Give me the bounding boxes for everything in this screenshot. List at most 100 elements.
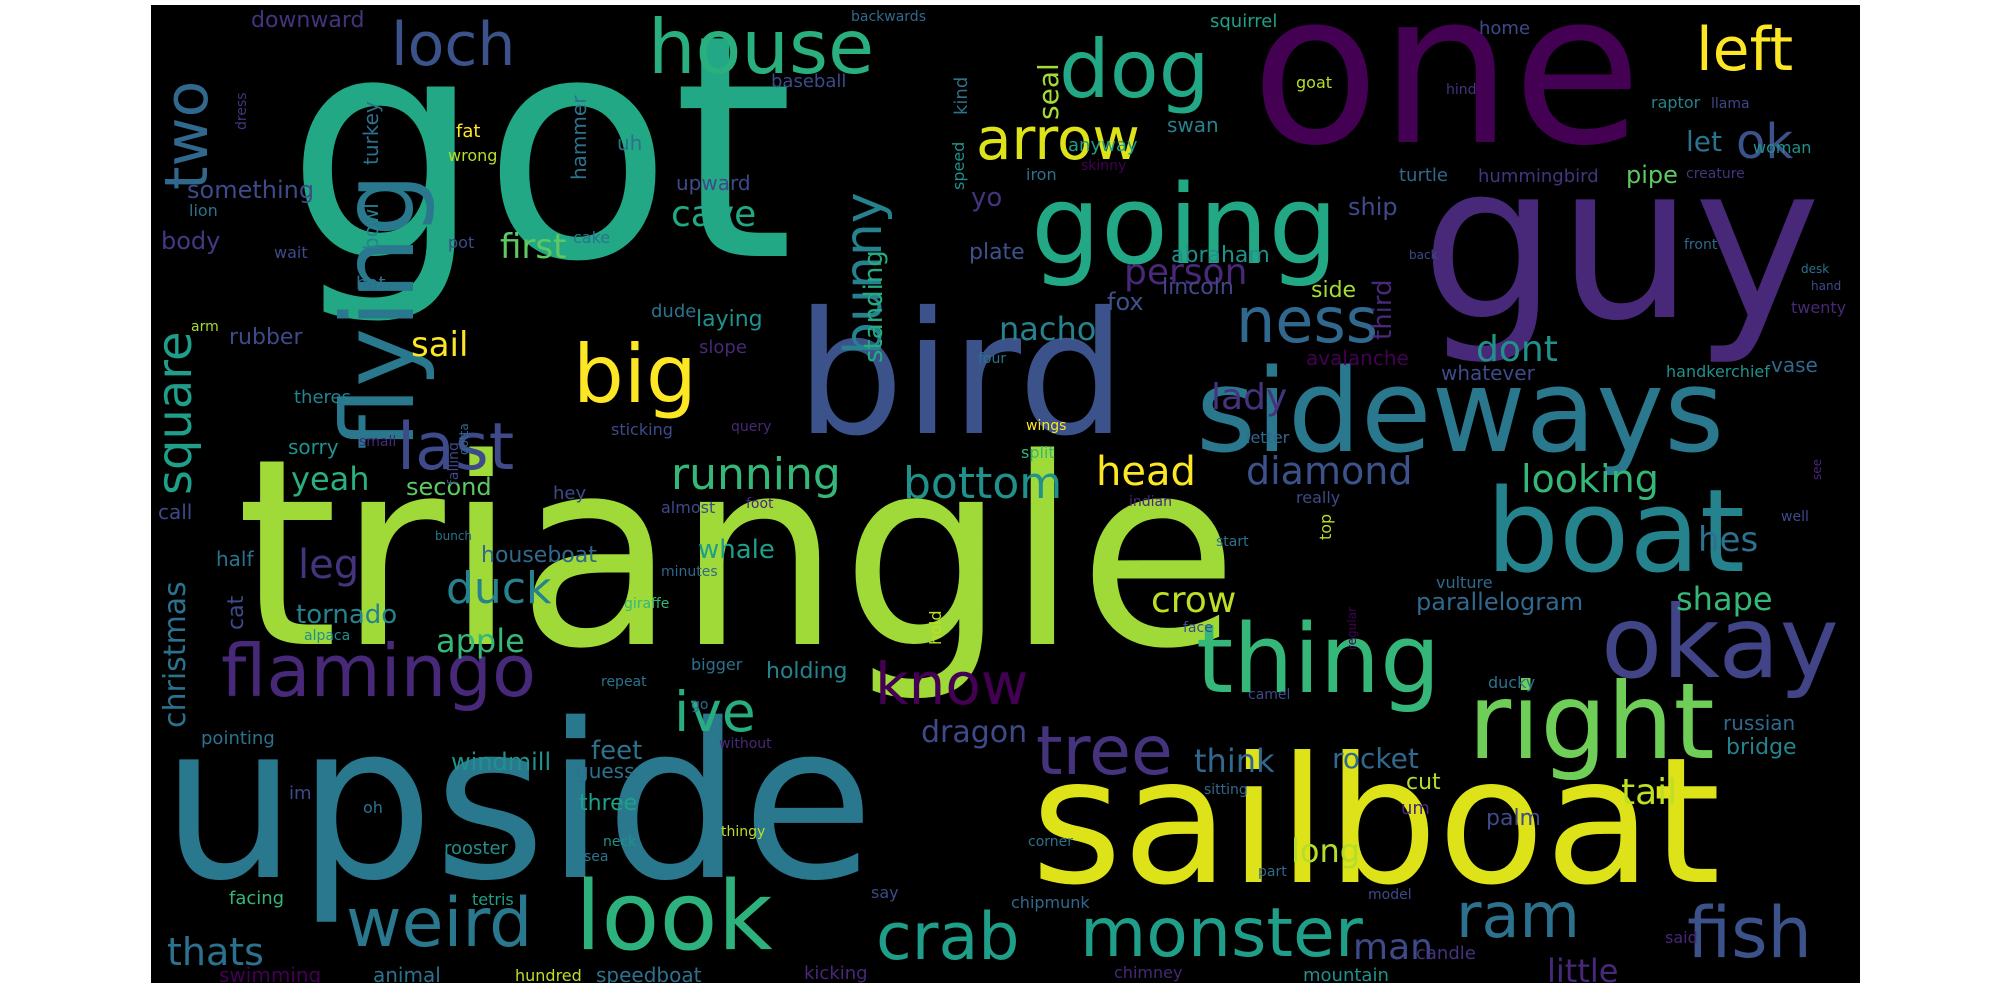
- word-candle: candle: [1416, 943, 1476, 964]
- word-cloud: got one triangle upside guy sailboat bir…: [151, 5, 1860, 983]
- word-turkey: turkey: [359, 101, 383, 165]
- word-hold: hold: [926, 610, 945, 645]
- word-ive: ive: [674, 680, 756, 744]
- word-creature: creature: [1686, 166, 1745, 182]
- word-crab: crab: [876, 900, 1020, 975]
- word-repeat: repeat: [601, 674, 647, 690]
- word-rubber: rubber: [229, 325, 303, 350]
- word-um: um: [1401, 798, 1430, 819]
- word-animal: animal: [373, 963, 441, 983]
- word-cat: cat: [224, 595, 249, 630]
- word-back: back: [1409, 248, 1438, 262]
- word-left: left: [1696, 15, 1794, 85]
- word-arm: arm: [191, 319, 219, 335]
- word-face: face: [1183, 620, 1213, 636]
- word-start: start: [1216, 534, 1249, 550]
- word-hummingbird: hummingbird: [1478, 166, 1599, 187]
- word-vulture: vulture: [1436, 573, 1493, 592]
- word-hammer: hammer: [567, 95, 591, 180]
- word-small: small: [359, 434, 397, 450]
- word-holding: holding: [766, 659, 848, 684]
- word-upside: upside: [161, 677, 875, 928]
- word-little: little: [1547, 952, 1619, 983]
- word-right: right: [1468, 661, 1715, 783]
- word-facing: facing: [229, 888, 285, 909]
- word-pot: pot: [448, 233, 475, 252]
- word-something: something: [187, 176, 315, 204]
- word-lady: lady: [1211, 377, 1288, 418]
- word-plate: plate: [969, 240, 1025, 265]
- word-uh: uh: [617, 131, 643, 155]
- word-bottom: bottom: [903, 458, 1063, 509]
- word-giraffe: giraffe: [624, 596, 670, 612]
- word-camel: camel: [1248, 687, 1291, 703]
- word-guess: guess: [576, 759, 635, 783]
- word-ok: ok: [1736, 114, 1794, 170]
- word-wrong: wrong: [448, 146, 498, 165]
- word-feet: feet: [591, 736, 643, 766]
- word-sitting: sitting: [1204, 782, 1248, 798]
- word-arrow: arrow: [976, 105, 1140, 173]
- word-mountain: mountain: [1303, 965, 1389, 984]
- word-said: said: [1665, 928, 1698, 947]
- word-dog: dog: [1059, 23, 1210, 116]
- word-shape: shape: [1676, 580, 1773, 618]
- word-front: front: [1684, 237, 1718, 253]
- word-bridge: bridge: [1726, 735, 1797, 760]
- word-llama: llama: [1711, 96, 1750, 112]
- word-indian: indian: [1129, 494, 1172, 510]
- word-call: call: [158, 500, 193, 524]
- word-crow: crow: [1151, 580, 1237, 621]
- word-lion: lion: [189, 201, 218, 220]
- word-thing: thing: [1196, 605, 1441, 715]
- word-bird: bird: [796, 276, 1126, 474]
- word-cut: cut: [1406, 770, 1441, 795]
- word-avalanche: avalanche: [1306, 346, 1409, 370]
- word-dragon: dragon: [921, 715, 1028, 750]
- word-query: query: [731, 419, 772, 435]
- word-let: let: [1686, 125, 1722, 158]
- word-go: go: [691, 697, 709, 713]
- word-swimming: swimming: [219, 963, 322, 983]
- word-third: third: [1368, 279, 1398, 340]
- word-first: first: [500, 227, 567, 267]
- word-man: man: [1353, 927, 1433, 968]
- word-top: top: [1316, 513, 1335, 540]
- word-running: running: [671, 449, 841, 500]
- word-apple: apple: [436, 622, 525, 660]
- word-head: head: [1096, 449, 1196, 495]
- word-home: home: [1479, 18, 1531, 39]
- word-tail: tail: [1621, 772, 1678, 813]
- word-split: split: [1021, 443, 1055, 462]
- word-flamingo: flamingo: [221, 629, 536, 713]
- word-speed: speed: [949, 141, 968, 190]
- word-thats: thats: [167, 930, 264, 974]
- word-going: going: [1031, 161, 1339, 289]
- word-cave: cave: [671, 194, 757, 235]
- word-nacho: nacho: [999, 310, 1097, 348]
- word-ducky: ducky: [1488, 673, 1536, 692]
- word-ship: ship: [1348, 193, 1398, 221]
- word-monster: monster: [1080, 894, 1363, 973]
- word-fat: fat: [456, 121, 481, 142]
- word-boat: boat: [1486, 465, 1745, 599]
- word-swan: swan: [1167, 113, 1219, 137]
- word-bigger: bigger: [691, 655, 743, 674]
- word-kind: kind: [951, 76, 972, 115]
- word-side: side: [1311, 278, 1357, 303]
- word-neck: neck: [603, 834, 637, 850]
- word-corner: corner: [1028, 834, 1074, 850]
- word-skinny: skinny: [1081, 158, 1127, 174]
- word-abraham: abraham: [1171, 243, 1270, 268]
- word-baseball: baseball: [771, 71, 847, 92]
- word-look: look: [575, 862, 773, 972]
- word-without: without: [719, 736, 772, 752]
- word-sorry: sorry: [288, 435, 339, 459]
- word-parallelogram: parallelogram: [1416, 588, 1584, 616]
- word-weird: weird: [346, 884, 533, 963]
- word-well: well: [1781, 509, 1809, 525]
- word-sticking: sticking: [611, 420, 673, 439]
- word-palm: palm: [1486, 806, 1541, 831]
- word-hes: hes: [1698, 520, 1759, 560]
- word-ness: ness: [1236, 284, 1379, 357]
